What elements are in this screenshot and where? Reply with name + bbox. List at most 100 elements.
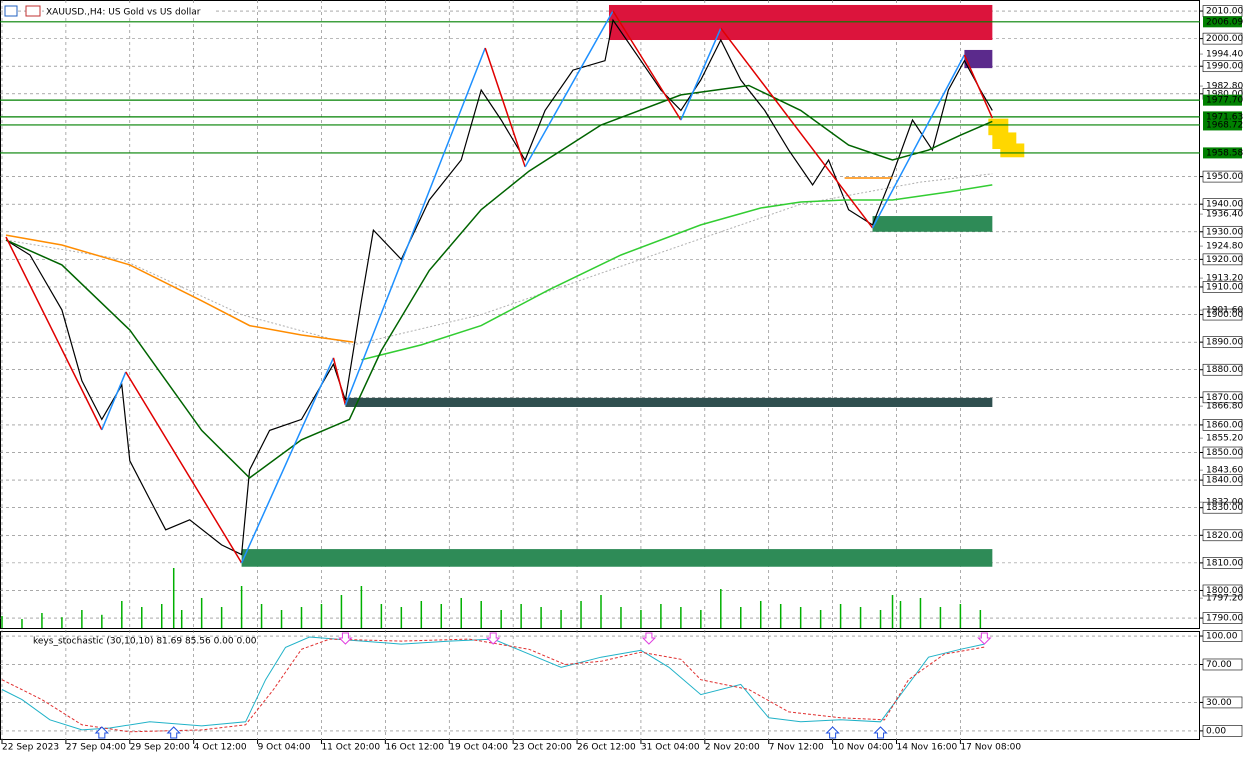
zone (1000, 143, 1025, 158)
y-tick-box (1202, 419, 1243, 431)
y-tick-box (1202, 225, 1243, 238)
y-tick-box (1202, 32, 1243, 45)
level-box (1203, 111, 1242, 123)
zigzag-segment (524, 10, 614, 168)
zone (241, 549, 993, 567)
series-line (5, 18, 993, 556)
y-tick-label: 70.00 (1206, 660, 1232, 670)
y-tick-box (1202, 630, 1243, 642)
zone (608, 4, 993, 41)
x-tick-label: 27 Sep 04:00 (66, 743, 126, 753)
y-minor-label: 1936.40 (1206, 210, 1243, 220)
y-tick-box (1202, 170, 1243, 183)
y-tick-box (1202, 60, 1243, 73)
zigzag-segment (125, 371, 243, 564)
y-tick-box (1202, 391, 1243, 404)
zigzag-segment (720, 27, 874, 229)
icon (25, 5, 41, 17)
series-line (5, 173, 993, 346)
sell-arrow (338, 632, 353, 645)
series-line (361, 184, 993, 361)
y-tick-box (1202, 474, 1243, 486)
level-label: 1968.72 (1206, 120, 1243, 130)
y-tick-label: 1840.00 (1206, 476, 1243, 486)
zigzag-segment (612, 10, 682, 121)
y-tick-box (1202, 198, 1243, 210)
y-tick-label: 2000.00 (1206, 34, 1243, 44)
level-label: 1958.58 (1206, 148, 1243, 158)
y-tick-label: 1860.00 (1206, 420, 1243, 430)
y-minor-label: 1982.80 (1206, 82, 1243, 92)
y-minor-label: 1797.20 (1206, 594, 1243, 604)
zigzag-segment (963, 54, 994, 119)
zigzag-segment (332, 357, 347, 406)
y-tick-label: 1830.00 (1206, 503, 1243, 513)
x-tick-label: 2 Nov 20:00 (705, 743, 760, 753)
y-tick-box (1202, 529, 1243, 542)
level-box (1203, 94, 1242, 106)
y-minor-label: 1855.20 (1206, 434, 1243, 444)
indicator-pane-border (0, 631, 1200, 740)
buy-arrow (825, 726, 840, 739)
zigzag-segment (680, 27, 722, 121)
y-tick-label: 1990.00 (1206, 62, 1243, 72)
y-tick-label: 1910.00 (1206, 282, 1243, 292)
buy-arrow (873, 726, 888, 739)
x-tick-label: 23 Oct 20:00 (513, 743, 572, 753)
y-minor-label: 1843.60 (1206, 466, 1243, 476)
zigzag-segment (484, 47, 526, 168)
sell-arrow (641, 632, 657, 645)
series-line (5, 84, 993, 479)
y-tick-label: 0.00 (1206, 726, 1226, 736)
series-line (1, 638, 985, 733)
y-tick-box (1202, 308, 1243, 321)
y-tick-label: 2010.00 (1206, 7, 1243, 17)
sell-arrow (485, 632, 501, 645)
y-tick-box (1202, 253, 1243, 266)
y-tick-label: 1800.00 (1206, 586, 1243, 596)
x-tick-label: 11 Oct 20:00 (321, 743, 380, 753)
y-minor-label: 1866.80 (1206, 402, 1243, 412)
y-minor-label: 1994.40 (1206, 50, 1243, 60)
zone (345, 397, 993, 407)
level-box (1203, 147, 1242, 159)
x-tick-label: 19 Oct 04:00 (449, 743, 508, 753)
y-tick-box (1202, 725, 1243, 737)
pane-layer: 100.00 70.00 30.00 0.00 (0, 630, 1243, 737)
zone (964, 49, 993, 69)
zigzag-segment (344, 47, 486, 406)
x-tick-label: 26 Oct 12:00 (577, 743, 636, 753)
y-tick-box (1202, 501, 1243, 514)
title-bg (44, 5, 214, 18)
x-tick-label: 17 Nov 08:00 (960, 743, 1021, 753)
y-minor-label: 1924.80 (1206, 242, 1243, 252)
level-label: 1971.63 (1206, 112, 1243, 122)
level-label: 2006.09 (1206, 17, 1243, 27)
zone (872, 216, 993, 232)
y-tick-box (1202, 612, 1243, 624)
x-tick-label: 22 Sep 2023 (2, 743, 59, 753)
x-tick-label: 7 Nov 12:00 (769, 743, 824, 753)
x-tick-label: 14 Nov 16:00 (897, 743, 958, 753)
level-label: 1977.70 (1206, 96, 1243, 106)
buy-arrow (166, 726, 181, 739)
y-tick-label: 1790.00 (1206, 614, 1243, 624)
y-tick-label: 1820.00 (1206, 531, 1243, 541)
y-tick-label: 1890.00 (1206, 338, 1243, 348)
y-tick-label: 100.00 (1206, 632, 1238, 642)
level-box (1203, 119, 1242, 131)
y-tick-label: 1810.00 (1206, 558, 1243, 568)
y-tick-label: 1870.00 (1206, 393, 1243, 403)
y-tick-box (1202, 363, 1243, 376)
symbol-icons (4, 5, 41, 17)
x-tick-label: 10 Nov 04:00 (833, 743, 894, 753)
indicator-title: keys_stochastic (30,10,10) 81.69 85.56 0… (33, 637, 257, 647)
y-tick-label: 1920.00 (1206, 255, 1243, 265)
y-tick-box (1202, 446, 1243, 459)
y-tick-label: 1850.00 (1206, 448, 1243, 458)
level-box (1203, 16, 1242, 28)
y-minor-label: 1913.20 (1206, 274, 1243, 284)
x-tick-label: 29 Sep 20:00 (130, 743, 190, 753)
